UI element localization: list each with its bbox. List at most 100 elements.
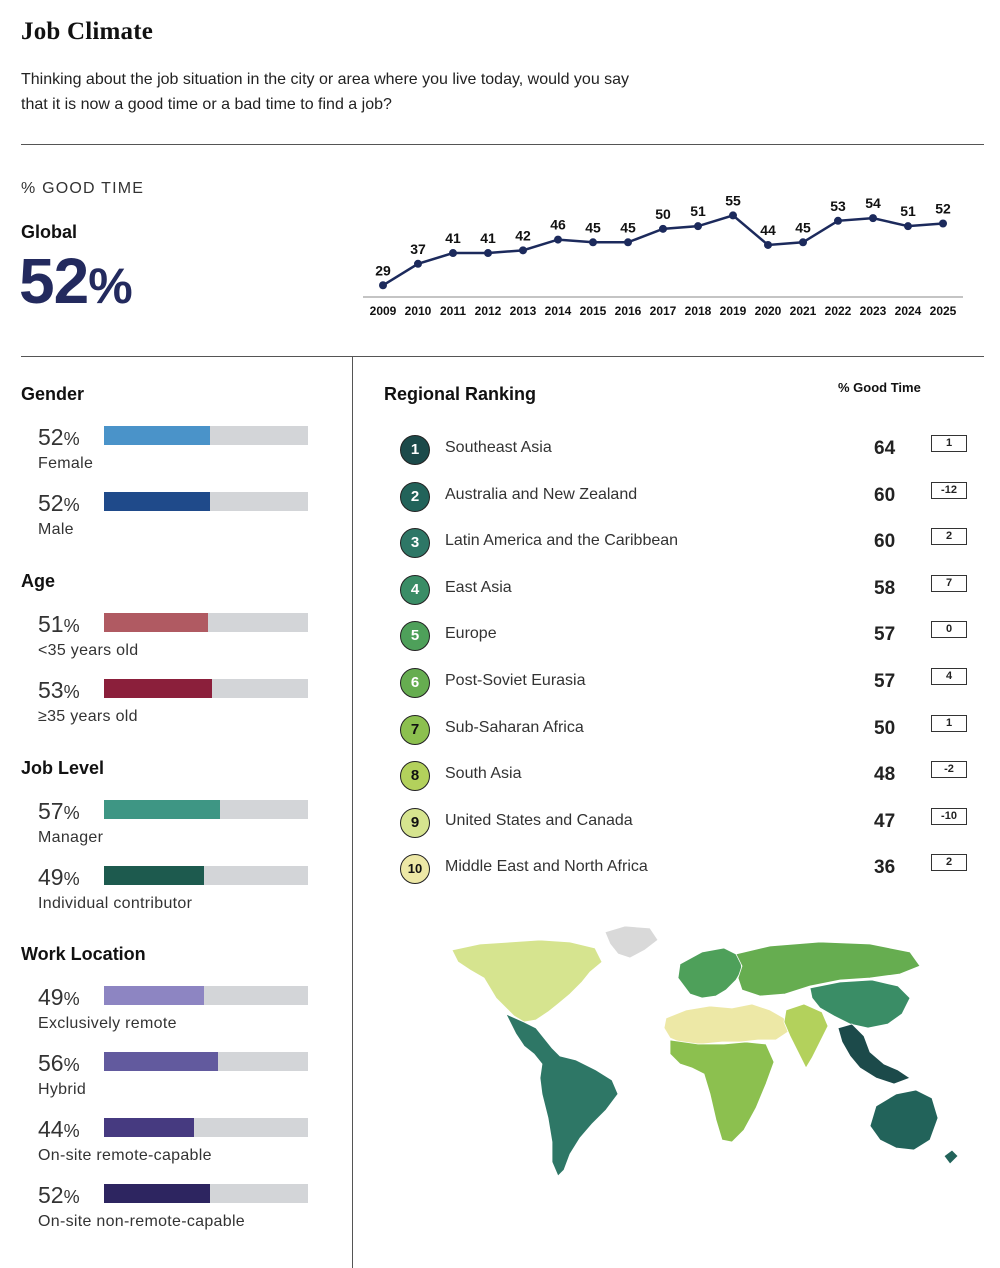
data-point xyxy=(939,219,947,228)
ranking-row: 6 Post-Soviet Eurasia 57 4 xyxy=(400,668,980,702)
region-name: Australia and New Zealand xyxy=(445,485,638,503)
data-label: 37 xyxy=(410,241,426,257)
ranking-row: 3 Latin America and the Caribbean 60 2 xyxy=(400,528,980,562)
region-name: Middle East and North Africa xyxy=(445,858,648,876)
segment-bar-fill xyxy=(104,1052,219,1071)
segment-label: Male xyxy=(38,521,74,538)
segment-unit: % xyxy=(63,429,80,449)
region-value: 48 xyxy=(874,764,896,786)
region-value: 50 xyxy=(874,717,896,739)
data-point xyxy=(799,238,807,247)
data-label: 54 xyxy=(865,195,881,211)
segment-label: Female xyxy=(38,455,94,472)
world-map xyxy=(451,925,959,1177)
data-point xyxy=(484,249,492,258)
segment-number: 57 xyxy=(38,798,64,824)
segment-number: 52 xyxy=(38,490,64,516)
map-sub-saharan xyxy=(669,1039,775,1143)
region-name: United States and Canada xyxy=(445,811,633,829)
region-change-badge: 1 xyxy=(931,714,967,732)
segment-bar-track xyxy=(104,800,308,819)
data-point xyxy=(834,216,842,225)
data-label: 44 xyxy=(760,222,776,238)
data-label: 29 xyxy=(375,262,391,278)
map-north-america xyxy=(451,939,603,1023)
data-point xyxy=(624,238,632,247)
segment-unit: % xyxy=(63,1187,80,1207)
segment-bar-fill xyxy=(104,1184,211,1203)
map-east-asia xyxy=(809,979,911,1029)
x-tick-label: 2025 xyxy=(930,304,957,318)
segment-label: Exclusively remote xyxy=(38,1015,177,1032)
segment-value: 51% xyxy=(38,611,80,638)
map-south-asia xyxy=(783,1003,829,1069)
segment-bar-track xyxy=(104,986,308,1005)
data-point xyxy=(449,249,457,258)
segment-number: 49 xyxy=(38,984,64,1010)
section-heading: Job Level xyxy=(21,758,105,778)
segment-label: Individual contributor xyxy=(38,895,193,912)
region-change-badge: 4 xyxy=(931,668,967,685)
segment-label: Hybrid xyxy=(38,1081,87,1098)
global-unit: % xyxy=(88,258,132,314)
data-label: 45 xyxy=(620,219,636,235)
section-heading: Work Location xyxy=(21,944,146,964)
section-heading: Gender xyxy=(21,384,85,404)
page-title: Job Climate xyxy=(21,18,154,45)
segment-bar-fill xyxy=(104,866,204,885)
x-tick-label: 2014 xyxy=(545,304,572,318)
ranking-row: 1 Southeast Asia 64 1 xyxy=(400,435,980,469)
x-tick-label: 2016 xyxy=(615,304,642,318)
region-change-badge: -2 xyxy=(931,761,967,779)
data-label: 42 xyxy=(515,227,531,243)
metric-label: % GOOD TIME xyxy=(21,180,145,197)
x-tick-label: 2011 xyxy=(440,304,466,318)
segment-bar-track xyxy=(104,1118,308,1137)
segment-label: ≥35 years old xyxy=(38,708,138,725)
data-label: 45 xyxy=(795,219,811,235)
region-value: 58 xyxy=(874,577,896,599)
region-value: 47 xyxy=(874,810,896,832)
data-point xyxy=(554,235,562,244)
segment-value: 44% xyxy=(38,1116,80,1143)
rank-badge: 2 xyxy=(400,481,430,512)
segment-value: 57% xyxy=(38,798,80,825)
segment-bar-fill xyxy=(104,1118,194,1137)
segment-bar-fill xyxy=(104,426,211,445)
segment-number: 52 xyxy=(38,424,64,450)
region-value: 57 xyxy=(874,671,896,692)
segment-number: 53 xyxy=(38,677,64,703)
data-label: 41 xyxy=(445,230,461,246)
map-latin-america xyxy=(505,1013,619,1177)
x-tick-label: 2024 xyxy=(895,304,922,318)
map-australia xyxy=(869,1089,939,1151)
data-label: 45 xyxy=(585,219,601,235)
segment-unit: % xyxy=(63,869,80,889)
segment-bar-fill xyxy=(104,613,209,632)
segment-bar-fill xyxy=(104,800,221,819)
rank-badge: 9 xyxy=(400,807,430,838)
data-point xyxy=(869,214,877,223)
segment-number: 51 xyxy=(38,611,64,637)
segment-bar-fill xyxy=(104,679,213,698)
data-point xyxy=(694,222,702,231)
region-change-badge: 1 xyxy=(931,435,967,452)
data-point xyxy=(904,222,912,231)
region-value: 60 xyxy=(874,484,896,506)
segment-unit: % xyxy=(63,682,80,702)
segment-unit: % xyxy=(63,989,80,1009)
x-tick-label: 2018 xyxy=(685,304,712,318)
segment-value: 52% xyxy=(38,424,80,451)
section-heading: Age xyxy=(21,571,56,591)
x-tick-label: 2017 xyxy=(650,304,677,318)
map-europe xyxy=(677,947,743,999)
data-point xyxy=(764,240,772,249)
data-point xyxy=(659,224,667,233)
region-value: 36 xyxy=(874,857,896,879)
x-tick-label: 2023 xyxy=(860,304,887,318)
top-divider xyxy=(21,144,984,145)
segment-value: 56% xyxy=(38,1050,80,1077)
data-point xyxy=(729,211,737,220)
map-southeast-asia xyxy=(837,1023,911,1085)
segment-number: 56 xyxy=(38,1050,64,1076)
